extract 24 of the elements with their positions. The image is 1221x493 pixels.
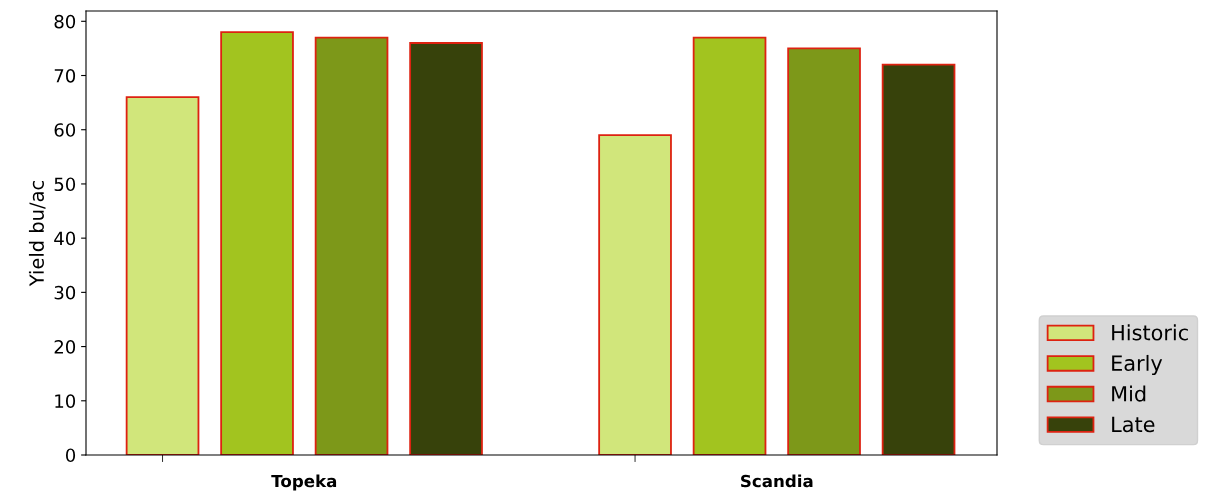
y-tick-label: 0 <box>65 448 76 463</box>
bar <box>220 31 294 455</box>
bar <box>692 36 767 455</box>
legend-label: Late <box>1112 416 1155 433</box>
legend-label: Historic <box>1112 324 1188 341</box>
x-tick-label: Scandia <box>741 474 813 488</box>
y-tick-label: 20 <box>54 340 76 354</box>
bar <box>314 36 389 455</box>
x-tick-label: Topeka <box>271 474 337 491</box>
y-tick-label: 10 <box>55 394 76 408</box>
y-tick-label: 50 <box>54 177 76 192</box>
y-tick-label: 30 <box>54 285 76 300</box>
y-tick-label: 70 <box>54 68 76 83</box>
legend-label: Early <box>1112 354 1163 376</box>
bar <box>125 96 200 455</box>
bar <box>787 47 861 455</box>
legend-label: Mid <box>1112 385 1146 402</box>
bar <box>409 42 483 455</box>
y-tick-label: 40 <box>54 231 76 246</box>
bar <box>881 63 956 455</box>
y-tick-label: 60 <box>54 123 76 137</box>
y-tick-label: 80 <box>54 14 76 29</box>
bar <box>598 134 672 455</box>
y-axis-title: Yield bu/ac <box>28 181 46 287</box>
